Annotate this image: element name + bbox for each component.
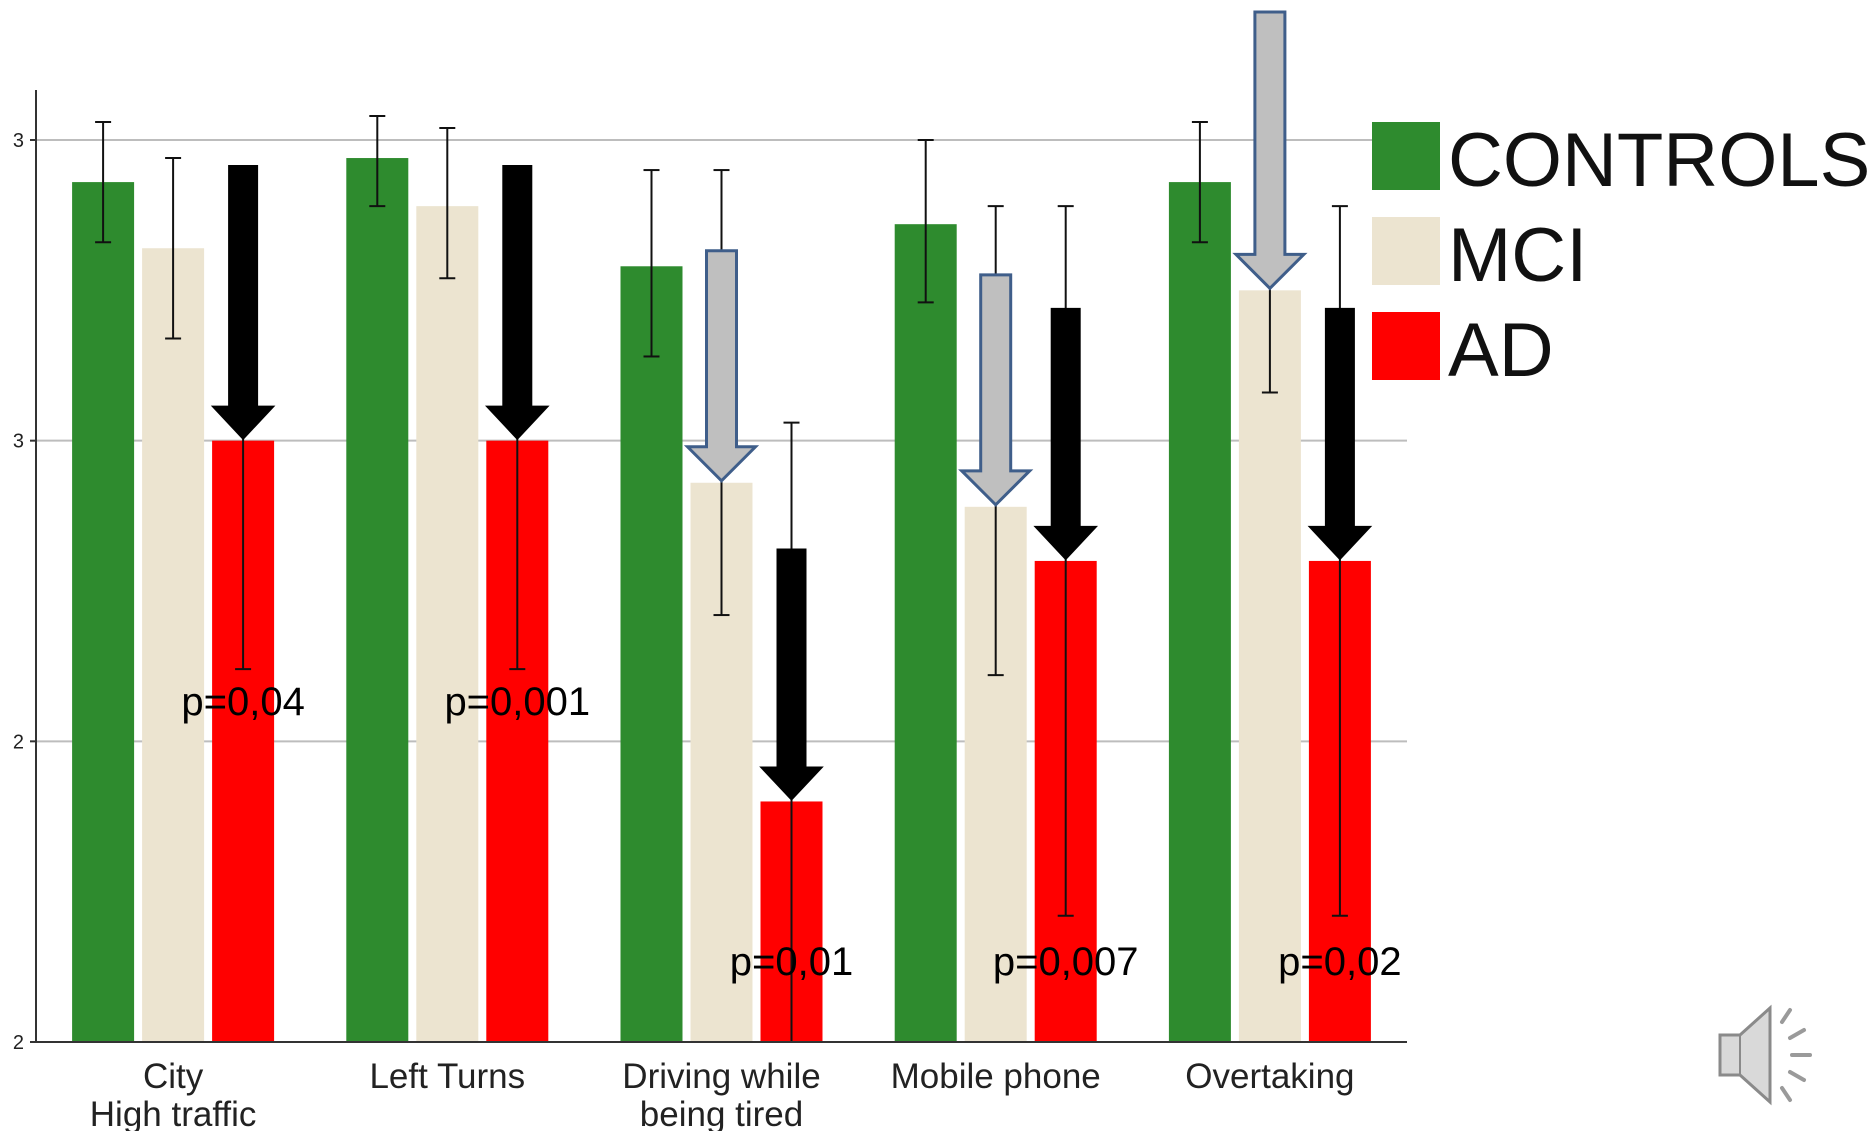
arrow-down-black <box>210 165 276 441</box>
arrow-down-black <box>1307 307 1373 561</box>
bar <box>1238 290 1301 1042</box>
x-tick-label: Overtaking <box>1185 1057 1354 1096</box>
x-tick-label: Driving while <box>622 1057 820 1096</box>
arrows <box>210 10 1373 801</box>
arrow-down-black <box>1033 307 1099 561</box>
legend: CONTROLS MCI AD <box>1372 118 1868 393</box>
legend-swatch <box>1372 312 1440 380</box>
y-tick-label: 3 <box>13 431 24 453</box>
arrow-down-grey <box>683 249 760 483</box>
bar <box>894 224 957 1043</box>
arrow-down-grey <box>1232 10 1308 291</box>
x-tick-label: City <box>143 1057 204 1096</box>
arrow-down-black <box>484 165 550 441</box>
bar <box>1168 182 1231 1043</box>
bar <box>346 158 409 1043</box>
x-tick-label: being tired <box>640 1095 803 1131</box>
bar <box>620 266 683 1042</box>
y-tick-label: 2 <box>13 1032 24 1054</box>
p-value-label: p=0,001 <box>444 680 590 724</box>
y-tick-label: 2 <box>13 731 24 753</box>
legend-swatch <box>1372 122 1440 190</box>
bar <box>416 206 479 1042</box>
arrow-down-black <box>759 548 824 801</box>
bars <box>72 158 1371 1043</box>
speaker-icon[interactable] <box>1718 1004 1812 1106</box>
p-value-label: p=0,02 <box>1278 940 1401 984</box>
legend-label: CONTROLS <box>1448 118 1868 203</box>
p-value-label: p=0,01 <box>730 940 853 984</box>
arrow-down-grey <box>958 273 1034 507</box>
p-value-label: p=0,04 <box>181 680 304 724</box>
p-value-label: p=0,007 <box>993 940 1139 984</box>
x-tick-label: Mobile phone <box>891 1057 1101 1096</box>
legend-swatch <box>1372 217 1440 285</box>
bar <box>142 248 205 1043</box>
x-tick-label: Left Turns <box>369 1057 525 1096</box>
y-tick-label: 3 <box>13 130 24 152</box>
bar <box>72 182 135 1043</box>
legend-label: MCI <box>1448 213 1587 298</box>
x-tick-label: High traffic <box>90 1095 257 1131</box>
p-values: p=0,04 p=0,001 p=0,01 p=0,007 p=0,02 <box>181 680 1401 984</box>
legend-label: AD <box>1448 308 1554 393</box>
